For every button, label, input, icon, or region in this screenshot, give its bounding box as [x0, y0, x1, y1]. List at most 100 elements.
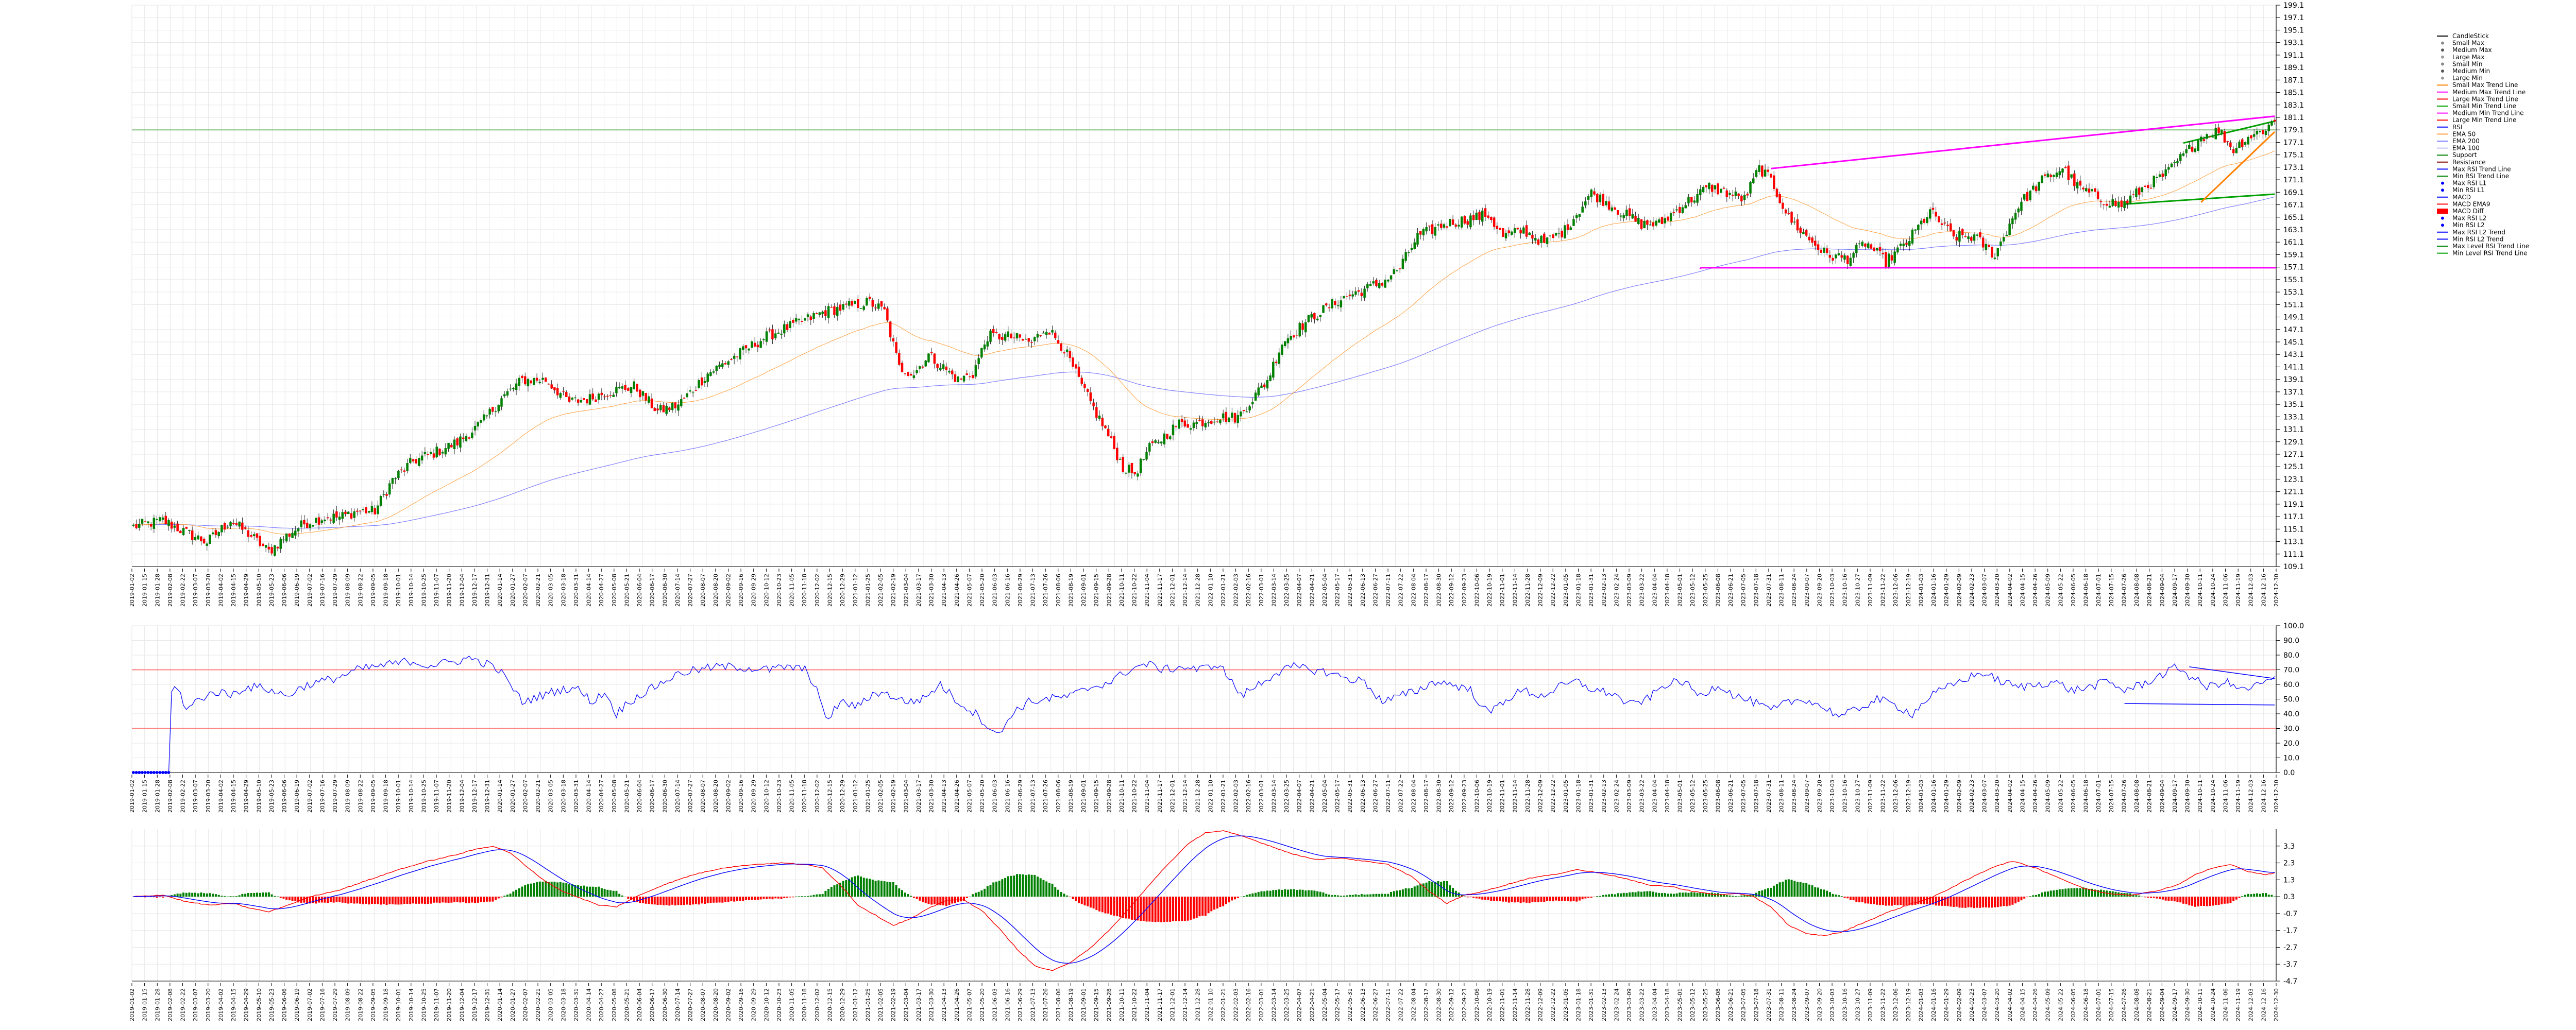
macd-xtick-label: 2020-09-16 [738, 988, 744, 1021]
candle-body [420, 455, 423, 461]
macd-diff-bar [1961, 897, 1964, 908]
candle-body [739, 348, 741, 359]
macd-diff-bar [1399, 890, 1401, 897]
price-xtick-label: 2024-07-01 [2095, 574, 2102, 607]
candle-body [1696, 194, 1699, 203]
macd-diff-bar [1219, 897, 1222, 907]
candle-body [1190, 428, 1192, 430]
candle-body [1077, 366, 1080, 377]
rsi-xtick-label: 2023-03-22 [1639, 780, 1646, 813]
candle-body [1283, 341, 1286, 347]
macd-diff-bar [312, 897, 314, 903]
rsi-ytick-label: 0.0 [2283, 769, 2295, 777]
macd-diff-bar [1994, 897, 1996, 907]
candle-body [1192, 422, 1195, 428]
macd-diff-bar [1808, 884, 1810, 897]
candle-body [1746, 194, 1749, 196]
macd-diff-bar [1493, 897, 1496, 901]
candle-body [135, 524, 138, 528]
candle-body [1225, 411, 1228, 422]
macd-ytick-label: -0.7 [2283, 910, 2297, 918]
macd-diff-bar [435, 897, 438, 903]
macd-diff-bar [1611, 894, 1613, 897]
macd-diff-bar [1587, 897, 1590, 898]
macd-diff-bar [2032, 895, 2035, 897]
candle-body [1837, 253, 1840, 255]
macd-diff-bar [533, 883, 535, 897]
rsi-xtick-label: 2021-05-07 [966, 780, 973, 813]
candle-body [1511, 231, 1513, 235]
macd-diff-bar [836, 884, 839, 897]
macd-diff-bar [972, 894, 974, 897]
candle-body [1614, 207, 1616, 210]
macd-diff-bar [877, 880, 880, 897]
macd-diff-bar [1985, 897, 1987, 907]
macd-diff-bar [2003, 897, 2005, 906]
price-xtick-label: 2020-07-14 [674, 574, 681, 607]
candle-body [1493, 217, 1496, 227]
macd-xtick-label: 2024-07-15 [2108, 988, 2115, 1021]
macd-diff-bar [2212, 897, 2214, 906]
macd-diff-bar [450, 897, 453, 903]
candle-body [2232, 149, 2235, 153]
legend-label: Min RSI L2 [2452, 221, 2485, 229]
rsi-xtick-label: 2021-12-01 [1169, 780, 1176, 813]
candle-body [138, 523, 141, 528]
rsi-xtick-label: 2020-09-16 [738, 780, 744, 813]
rsi-xtick-label: 2024-11-19 [2235, 780, 2242, 813]
macd-xtick-label: 2024-02-09 [1956, 988, 1962, 1021]
price-xtick-label: 2019-07-29 [332, 574, 338, 607]
candle-body [188, 530, 191, 531]
macd-diff-bar [898, 888, 901, 897]
candle-body [1628, 208, 1631, 216]
candle-body [1127, 465, 1130, 473]
macd-xtick-label: 2020-04-14 [586, 988, 592, 1021]
price-xtick-label: 2020-11-18 [801, 574, 808, 607]
macd-diff-bar [2103, 890, 2105, 897]
candle-body [1207, 422, 1210, 423]
macd-diff-bar [335, 897, 338, 902]
macd-diff-bar [1740, 895, 1743, 897]
price-xtick-label: 2020-03-05 [548, 574, 554, 607]
candle-body [332, 513, 335, 523]
price-x-axis: 2019-01-02 2019-01-15 2019-01-28 2019-02-08… [129, 569, 2280, 607]
macd-diff-bar [1263, 891, 1266, 897]
macd-xtick-label: 2019-12-17 [471, 988, 478, 1021]
candle-body [297, 528, 300, 531]
macd-diff-bar [1169, 897, 1172, 922]
candle-body [191, 530, 194, 540]
macd-diff-bar [1905, 897, 1908, 905]
macd-xtick-label: 2020-11-05 [789, 988, 795, 1021]
macd-diff-bar [480, 897, 482, 902]
price-xtick-label: 2023-03-22 [1639, 574, 1646, 607]
macd-diff-bar [1198, 897, 1201, 917]
macd-xtick-label: 2024-09-04 [2159, 988, 2165, 1021]
candle-body [653, 408, 656, 411]
candle-body [2244, 142, 2247, 145]
rsi-xtick-label: 2021-03-04 [903, 780, 909, 813]
macd-diff-bar [1723, 894, 1725, 897]
macd-xtick-label: 2021-05-07 [966, 988, 973, 1021]
candle-body [1504, 233, 1507, 238]
rsi-xtick-label: 2019-04-15 [230, 780, 237, 813]
macd-diff-bar [674, 897, 676, 906]
macd-diff-bar [1931, 897, 1934, 905]
price-xtick-label: 2019-05-23 [268, 574, 275, 607]
price-ytick-label: 193.1 [2283, 39, 2304, 47]
macd-diff-bar [2159, 897, 2161, 899]
macd-diff-bar [1964, 897, 1967, 908]
candle-body [200, 536, 202, 541]
candle-body [624, 385, 626, 390]
candle-body [1955, 237, 1958, 241]
candle-body [206, 543, 209, 546]
candle-body [320, 520, 323, 523]
candle-body [1952, 230, 1955, 237]
macd-diff-bar [368, 897, 370, 905]
macd-diff-bar [285, 897, 288, 900]
macd-diff-bar [309, 897, 311, 904]
macd-diff-bar [1917, 897, 1920, 904]
macd-diff-bar [1346, 895, 1348, 897]
candle-body [2120, 200, 2123, 207]
macd-xtick-label: 2021-03-17 [916, 988, 922, 1021]
